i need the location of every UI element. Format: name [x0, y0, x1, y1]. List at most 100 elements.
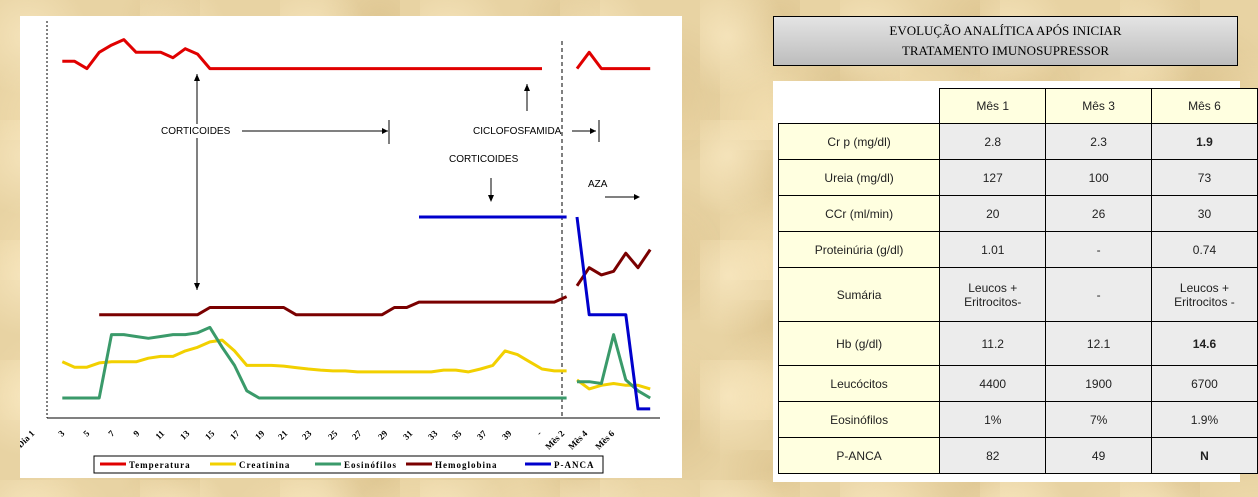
x-tick-label: Dia 1 [20, 428, 37, 450]
series-line-creatinina [61, 338, 567, 374]
table-cell: 26 [1045, 195, 1152, 232]
table-cell: - [1045, 231, 1152, 268]
table-cell: - [1045, 267, 1152, 322]
chart-panel: Dia 1 3 5 7 9 11 13 15 17 19 21 23 25 27 29 31 33 35 37 39-… [20, 16, 682, 478]
table-row: Ureia (mg/dl) 127 100 73 [777, 159, 1258, 196]
table-cell: 6700 [1150, 365, 1258, 402]
table-cell: 14.6 [1150, 321, 1258, 366]
row-label: Proteinúria (g/dl) [777, 231, 941, 268]
legend-label: Eosinófilos [344, 460, 397, 470]
legend-label: Temperatura [129, 460, 191, 470]
row-label: Cr p (mg/dl) [777, 123, 941, 160]
legend-label: P-ANCA [554, 460, 595, 470]
table-corner [779, 89, 940, 124]
table-header-row: Mês 1 Mês 3 Mês 6 [779, 88, 1258, 124]
x-tick-label: 13 [178, 428, 192, 442]
row-label: CCr (ml/min) [777, 195, 941, 232]
x-tick-label: 15 [203, 428, 217, 442]
x-tick-label: 17 [228, 428, 242, 442]
x-tick-label: 31 [401, 428, 415, 442]
table-cell: 2.8 [939, 123, 1047, 160]
table-row: Sumária Leucos + Eritrocitos- - Leucos + Er… [777, 267, 1258, 322]
series-line-hemoglobina [99, 295, 568, 317]
series-line-creatinina-months [576, 378, 651, 391]
x-tick-label: 11 [153, 428, 166, 441]
x-tick-label: 33 [426, 428, 440, 442]
x-tick-label: 19 [253, 428, 267, 442]
series-line-eosinófilos-months [577, 333, 651, 400]
table-row: Leucócitos 4400 1900 6700 [777, 365, 1258, 402]
row-label: Ureia (mg/dl) [777, 159, 941, 196]
table-row: CCr (ml/min) 20 26 30 [777, 195, 1258, 232]
table-cell: 73 [1150, 159, 1258, 196]
table-row: Eosinófilos 1% 7% 1.9% [777, 401, 1258, 438]
table-title-line-2: TRATAMENTO IMUNOSUPRESSOR [901, 43, 1110, 58]
series-line-eosinófilos [62, 325, 567, 400]
row-label: Hb (g/dl) [777, 321, 941, 366]
x-tick-label: 25 [326, 428, 340, 442]
table-row: Hb (g/dl) 11.2 12.1 14.6 [777, 321, 1258, 366]
x-tick-label: Mês 6 [593, 428, 617, 452]
aza-arrowhead [634, 194, 640, 200]
x-tick-label: 7 [106, 428, 117, 439]
legend-box [93, 455, 604, 474]
x-tick-label: 27 [350, 428, 364, 442]
table-row: P-ANCA 82 49 N [777, 437, 1258, 474]
table-cell: 20 [939, 195, 1047, 232]
legend-label: Creatinina [239, 460, 290, 470]
series-line-p-anca-months [575, 216, 651, 411]
x-tick-label: 39 [500, 428, 514, 442]
legend-label: Hemoglobina [435, 460, 498, 470]
x-tick-label: 37 [475, 428, 489, 442]
series-line-temperatura [62, 38, 542, 71]
table-cell: 7% [1045, 401, 1152, 438]
row-label: Eosinófilos [777, 401, 941, 438]
line-chart: Dia 1 3 5 7 9 11 13 15 17 19 21 23 25 27 29 31 33 35 37 39-… [20, 21, 660, 474]
table-cell: 1.9 [1150, 123, 1258, 160]
table-cell: 11.2 [939, 321, 1047, 366]
table-cell: 1900 [1045, 365, 1152, 402]
table-cell: 127 [939, 159, 1047, 196]
table-cell: 1% [939, 401, 1047, 438]
column-header: Mês 1 [939, 88, 1047, 124]
x-tick-label: 35 [450, 428, 464, 442]
row-label: P-ANCA [777, 437, 941, 474]
x-tick-label: 9 [131, 428, 142, 439]
table-cell: Leucos + Eritrocitos - [1150, 267, 1258, 322]
annotation-ciclofosfamida: CICLOFOSFAMIDA [473, 126, 562, 137]
series-line-temperatura-months [575, 50, 651, 71]
table-row: Proteinúria (g/dl) 1.01-0.74 [777, 231, 1258, 268]
x-tick-label: - [534, 428, 543, 437]
table-cell: 4400 [939, 365, 1047, 402]
x-tick-label: 29 [376, 428, 390, 442]
table-cell: 1.9% [1150, 401, 1258, 438]
corticoides-arrowhead [382, 128, 388, 134]
corticoides-down-arrowhead [194, 283, 200, 290]
table-cell: Leucos + Eritrocitos- [939, 267, 1047, 322]
row-label: Leucócitos [777, 365, 941, 402]
row-label: Sumária [777, 267, 941, 322]
table-cell: N [1150, 437, 1258, 474]
x-tick-label: 3 [56, 428, 67, 439]
annotation-corticoides-1: CORTICOIDES [161, 126, 231, 137]
ciclofosfamida-up-arrowhead [524, 84, 530, 91]
corticoides-2-arrowhead [488, 195, 494, 202]
ciclofosfamida-arrowhead [590, 128, 596, 134]
table-cell: 1.01 [939, 231, 1047, 268]
column-header: Mês 3 [1045, 88, 1152, 124]
x-tick-label: 21 [276, 428, 290, 442]
table-cell: 49 [1045, 437, 1152, 474]
corticoides-up-arrowhead [194, 74, 200, 81]
lab-results-table: Mês 1 Mês 3 Mês 6 Cr p (mg/dl) 2.8 2.3 1.9 Urei… [777, 88, 1258, 474]
table-title-box: EVOLUÇÃO ANALÍTICA APÓS INICIAR TRATAMEN… [773, 16, 1238, 66]
annotation-aza: AZA [588, 179, 608, 190]
table-cell: 0.74 [1150, 231, 1258, 268]
table-cell: 2.3 [1045, 123, 1152, 160]
series-line-hemoglobina-months [575, 248, 652, 287]
table-cell: 100 [1045, 159, 1152, 196]
x-tick-label: 23 [300, 428, 314, 442]
table-row: Cr p (mg/dl) 2.8 2.3 1.9 [777, 123, 1258, 160]
column-header: Mês 6 [1150, 88, 1258, 124]
table-title-line-1: EVOLUÇÃO ANALÍTICA APÓS INICIAR [889, 23, 1122, 38]
table-cell: 82 [939, 437, 1047, 474]
